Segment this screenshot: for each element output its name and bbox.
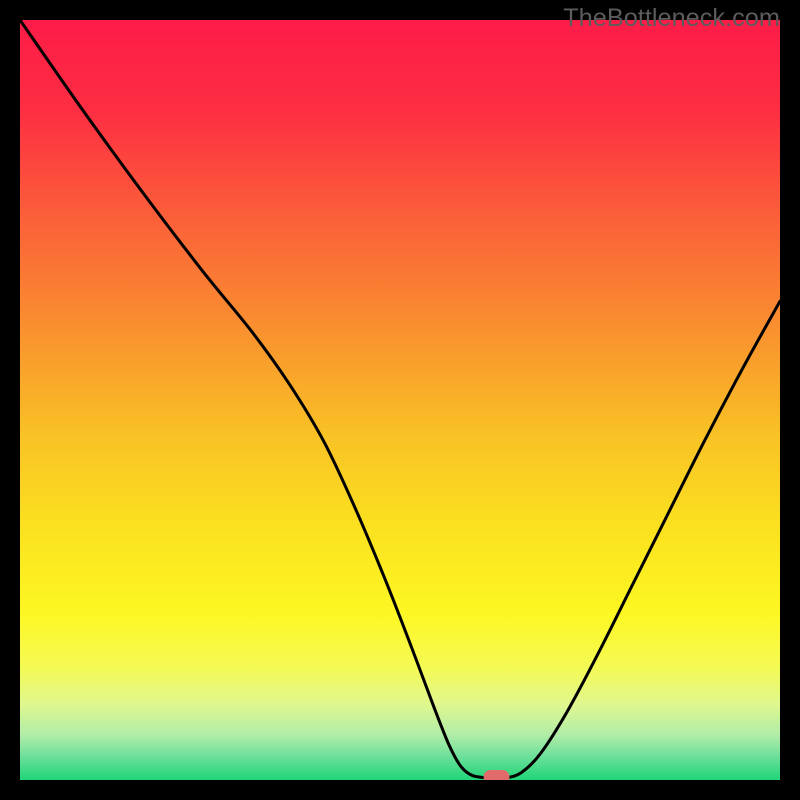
- watermark-text: TheBottleneck.com: [563, 4, 780, 33]
- frame-bottom: [0, 780, 800, 800]
- frame-right: [780, 0, 800, 800]
- frame-left: [0, 0, 20, 800]
- bottleneck-chart: [20, 20, 780, 780]
- gradient-background: [20, 20, 780, 780]
- optimal-marker: [484, 770, 510, 780]
